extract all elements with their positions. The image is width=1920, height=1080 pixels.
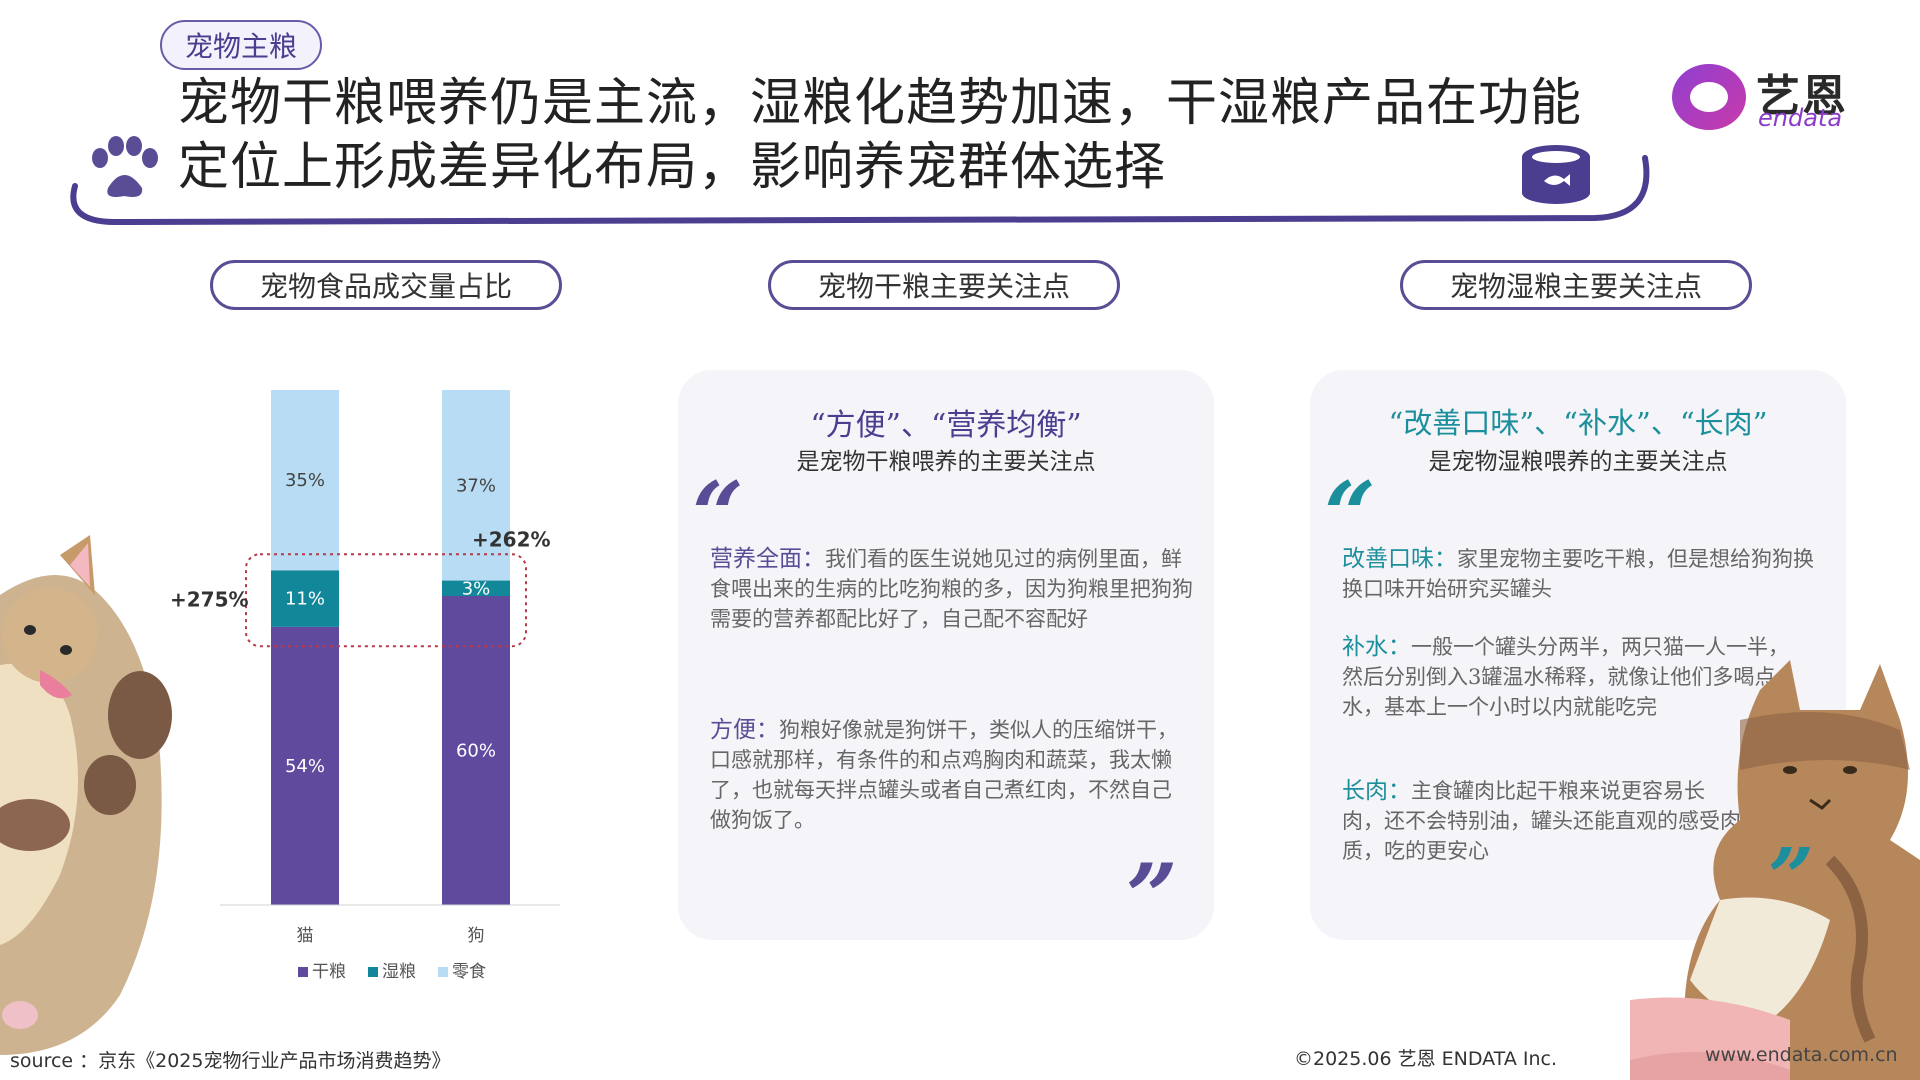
- wet-item-text: 家里宠物主要吃干粮，但是想给狗狗换换口味开始研究买罐头: [1342, 547, 1814, 601]
- dry-item-convenience: 方便：狗粮好像就是狗饼干，类似人的压缩饼干，口感就那样，有条件的和点鸡胸肉和蔬菜…: [710, 715, 1190, 835]
- open-quote-icon: “: [692, 462, 744, 568]
- bar-value-label: 54%: [285, 756, 325, 777]
- legend-label: 湿粮: [382, 962, 416, 982]
- stacked-bar-chart: 54% 11% 35% 猫 60% 3% 37% 狗 +275% +262% 干粮 湿粮 零食: [170, 390, 560, 982]
- wet-item-keyword: 补水：: [1342, 634, 1411, 660]
- dry-section-pill: 宠物干粮主要关注点: [768, 260, 1120, 310]
- header-underline-swoosh: [70, 155, 1650, 226]
- legend-label: 干粮: [312, 962, 346, 982]
- open-quote-icon: “: [1324, 462, 1376, 568]
- pet-food-can-icon: [1522, 145, 1590, 204]
- wet-item-text: 主食罐肉比起干粮来说更容易长肉，还不会特别油，罐头还能直观的感受肉质，吃的更安心: [1342, 779, 1741, 863]
- wet-item-taste: 改善口味：家里宠物主要吃干粮，但是想给狗狗换换口味开始研究买罐头: [1342, 544, 1822, 604]
- dry-item-text: 狗粮好像就是狗饼干，类似人的压缩饼干，口感就那样，有条件的和点鸡胸肉和蔬菜，我太…: [710, 718, 1178, 832]
- wet-item-text: 一般一个罐头分两半，两只猫一人一半，然后分别倒入3罐温水稀释，就像让他们多喝点水…: [1342, 635, 1789, 719]
- bar-segment: [271, 626, 339, 905]
- legend-label: 零食: [452, 962, 486, 982]
- bar-value-label: 60%: [456, 741, 496, 762]
- bar-value-label: 11%: [285, 589, 325, 610]
- headline-line-1: 宠物干粮喂养仍是主流，湿粮化趋势加速，干湿粮产品在功能: [178, 74, 1583, 133]
- wet-item-weight: 长肉：主食罐肉比起干粮来说更容易长肉，还不会特别油，罐头还能直观的感受肉质，吃的…: [1342, 776, 1742, 866]
- source-note: source ：京东《2025宠物行业产品市场消费趋势》: [10, 1050, 451, 1072]
- paw-icon: [92, 136, 158, 197]
- wet-item-keyword: 长肉：: [1342, 778, 1411, 804]
- bar-value-label: 37%: [456, 475, 496, 496]
- bar-segment: [442, 596, 510, 905]
- copyright-text: ©2025.06 艺恩 ENDATA Inc.: [1294, 1048, 1557, 1070]
- chart-section-pill: 宠物食品成交量占比: [210, 260, 562, 310]
- bar-segment: [442, 390, 510, 581]
- wet-card-subtitle: 是宠物湿粮喂养的主要关注点: [1428, 449, 1728, 475]
- dry-item-text: 我们看的医生说她见过的病例里面，鲜食喂出来的生病的比吃狗粮的多，因为狗粮里把狗狗…: [710, 547, 1193, 631]
- section-tag: 宠物主粮: [160, 20, 322, 70]
- dry-food-card: “方便”、“营养均衡” 是宠物干粮喂养的主要关注点 “ 营养全面：我们看的医生说…: [678, 370, 1214, 950]
- dry-item-keyword: 营养全面：: [710, 546, 825, 572]
- logo-en-text: endata: [1758, 104, 1843, 132]
- website-url: www.endata.com.cn: [1705, 1044, 1898, 1066]
- endata-logo: 艺恩 endata: [1672, 60, 1872, 136]
- legend-swatch: [298, 967, 308, 977]
- x-tick-label: 狗: [468, 926, 485, 946]
- logo-cn-text: 艺恩: [1756, 71, 1848, 122]
- growth-annotation-dog: +262%: [472, 527, 551, 551]
- legend-swatch: [438, 967, 448, 977]
- dry-item-nutrition: 营养全面：我们看的医生说她见过的病例里面，鲜食喂出来的生病的比吃狗粮的多，因为狗…: [710, 544, 1202, 634]
- bar-value-label: 3%: [462, 578, 491, 599]
- highlight-box: [245, 553, 527, 648]
- wet-food-card: “改善口味”、“补水”、“长肉” 是宠物湿粮喂养的主要关注点 “ 改善口味：家里…: [1310, 370, 1846, 940]
- wet-item-hydration: 补水：一般一个罐头分两半，两只猫一人一半，然后分别倒入3罐温水稀释，就像让他们多…: [1342, 632, 1802, 722]
- dog-illustration: [0, 535, 172, 1055]
- endata-logo-mark-icon: [1672, 64, 1746, 130]
- dry-card-subtitle: 是宠物干粮喂养的主要关注点: [796, 449, 1096, 475]
- dry-item-keyword: 方便：: [710, 717, 779, 743]
- dry-card-headline: “方便”、“营养均衡”: [810, 408, 1082, 443]
- wet-card-headline: “改善口味”、“补水”、“长肉”: [1388, 406, 1768, 440]
- headline-line-2: 定位上形成差异化布局，影响养宠群体选择: [178, 138, 1167, 197]
- bar-segment: [271, 570, 339, 627]
- bar-segment: [271, 390, 339, 571]
- growth-annotation-cat: +275%: [170, 587, 249, 611]
- legend-swatch: [368, 967, 378, 977]
- wet-section-pill: 宠物湿粮主要关注点: [1400, 260, 1752, 310]
- bar-value-label: 35%: [285, 470, 325, 491]
- wet-item-keyword: 改善口味：: [1342, 546, 1457, 572]
- x-tick-label: 猫: [297, 926, 314, 946]
- wet-close-quote-icon: ”: [1768, 830, 1815, 924]
- cat-illustration: [1630, 660, 1920, 1080]
- close-quote-icon: ”: [1126, 844, 1178, 950]
- bar-segment: [442, 580, 510, 596]
- page-headline: 宠物干粮喂养仍是主流，湿粮化趋势加速，干湿粮产品在功能 定位上形成差异化布局，影…: [178, 72, 1648, 200]
